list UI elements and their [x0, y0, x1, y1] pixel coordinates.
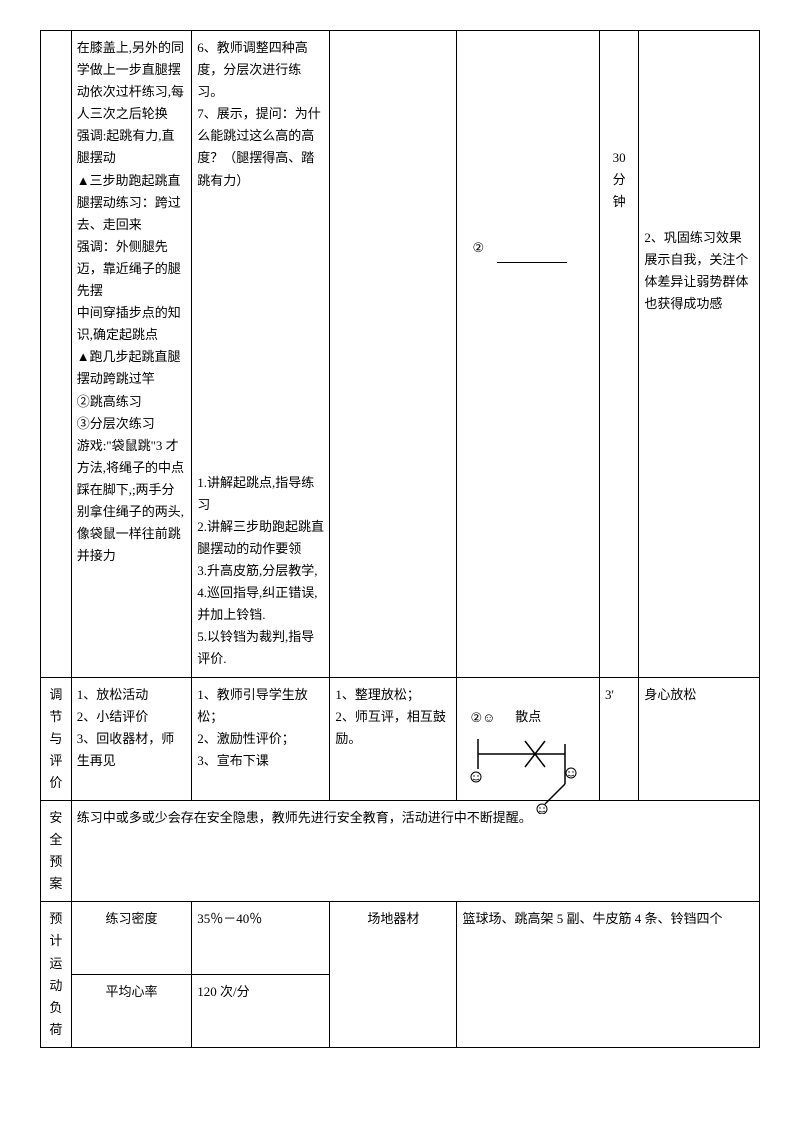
- equipment-label: 场地器材: [330, 902, 457, 1048]
- teacher-bot-text: 1.讲解起跳点,指导练习 2.讲解三步助跑起跳直腿摆动的动作要领 3.升高皮筋,…: [197, 472, 324, 671]
- adjust-c6: 3': [599, 677, 638, 800]
- teacher-activity-cell: 6、教师调整四种高度，分层次进行练习。 7、展示，提问：为什么能跳过这么高的高度…: [192, 31, 330, 678]
- teacher-top-text: 6、教师调整四种高度，分层次进行练习。 7、展示，提问：为什么能跳过这么高的高度…: [197, 37, 324, 192]
- adjust-c3: 1、教师引导学生放松； 2、激励性评价； 3、宣布下课: [192, 677, 330, 800]
- safety-text: 练习中或多或少会存在安全隐患，教师先进行安全教育，活动进行中不断提醒。: [71, 800, 759, 901]
- heartrate-label: 平均心率: [71, 975, 192, 1048]
- notes-text: 2、巩固练习效果展示自我，关注个体差异让弱势群体也获得成功感: [644, 227, 754, 315]
- table-row: 预计运动负荷 练习密度 35％－40％ 场地器材 篮球场、跳高架 5 副、牛皮筋…: [41, 902, 760, 975]
- time-text: 30分钟: [605, 147, 633, 213]
- diagram-svg: [470, 729, 580, 814]
- row-label-adjust: 调节与评价: [41, 677, 72, 800]
- row-label-safety: 安全预案: [41, 800, 72, 901]
- table-row: 安全预案 练习中或多或少会存在安全隐患，教师先进行安全教育，活动进行中不断提醒。: [41, 800, 760, 901]
- table-row: 调节与评价 1、放松活动 2、小结评价 3、回收器材，师生再见 1、教师引导学生…: [41, 677, 760, 800]
- row-label-empty: [41, 31, 72, 678]
- diagram-line: [497, 262, 567, 263]
- student-activity-cell: 在膝盖上,另外的同学做上一步直腿摆动依次过杆练习,每人三次之后轮换 强调:起跳有…: [71, 31, 192, 678]
- row-label-load: 预计运动负荷: [41, 902, 72, 1048]
- adjust-c2: 1、放松活动 2、小结评价 3、回收器材，师生再见: [71, 677, 192, 800]
- notes-cell: 2、巩固练习效果展示自我，关注个体差异让弱势群体也获得成功感: [639, 31, 760, 678]
- density-label: 练习密度: [71, 902, 192, 975]
- lesson-plan-table: 在膝盖上,另外的同学做上一步直腿摆动依次过杆练习,每人三次之后轮换 强调:起跳有…: [40, 30, 760, 1048]
- adjust-c7: 身心放松: [639, 677, 760, 800]
- heartrate-value: 120 次/分: [192, 975, 330, 1048]
- equipment-text: 篮球场、跳高架 5 副、牛皮筋 4 条、铃铛四个: [457, 902, 760, 1048]
- table-row: 在膝盖上,另外的同学做上一步直腿摆动依次过杆练习,每人三次之后轮换 强调:起跳有…: [41, 31, 760, 678]
- diagram-2: ②☺: [470, 707, 580, 807]
- time-cell: 30分钟: [599, 31, 638, 678]
- diagram-mark-1: ②: [472, 237, 484, 259]
- diagram-container: ② ②☺: [462, 37, 593, 557]
- circle-number-2: ②: [472, 237, 484, 259]
- circle-number-smile: ②☺: [470, 707, 495, 729]
- empty-cell: [330, 31, 457, 678]
- adjust-c4: 1、整理放松； 2、师互评，相互鼓励。: [330, 677, 457, 800]
- diagram-cell: ② ②☺: [457, 31, 599, 678]
- density-value: 35％－40％: [192, 902, 330, 975]
